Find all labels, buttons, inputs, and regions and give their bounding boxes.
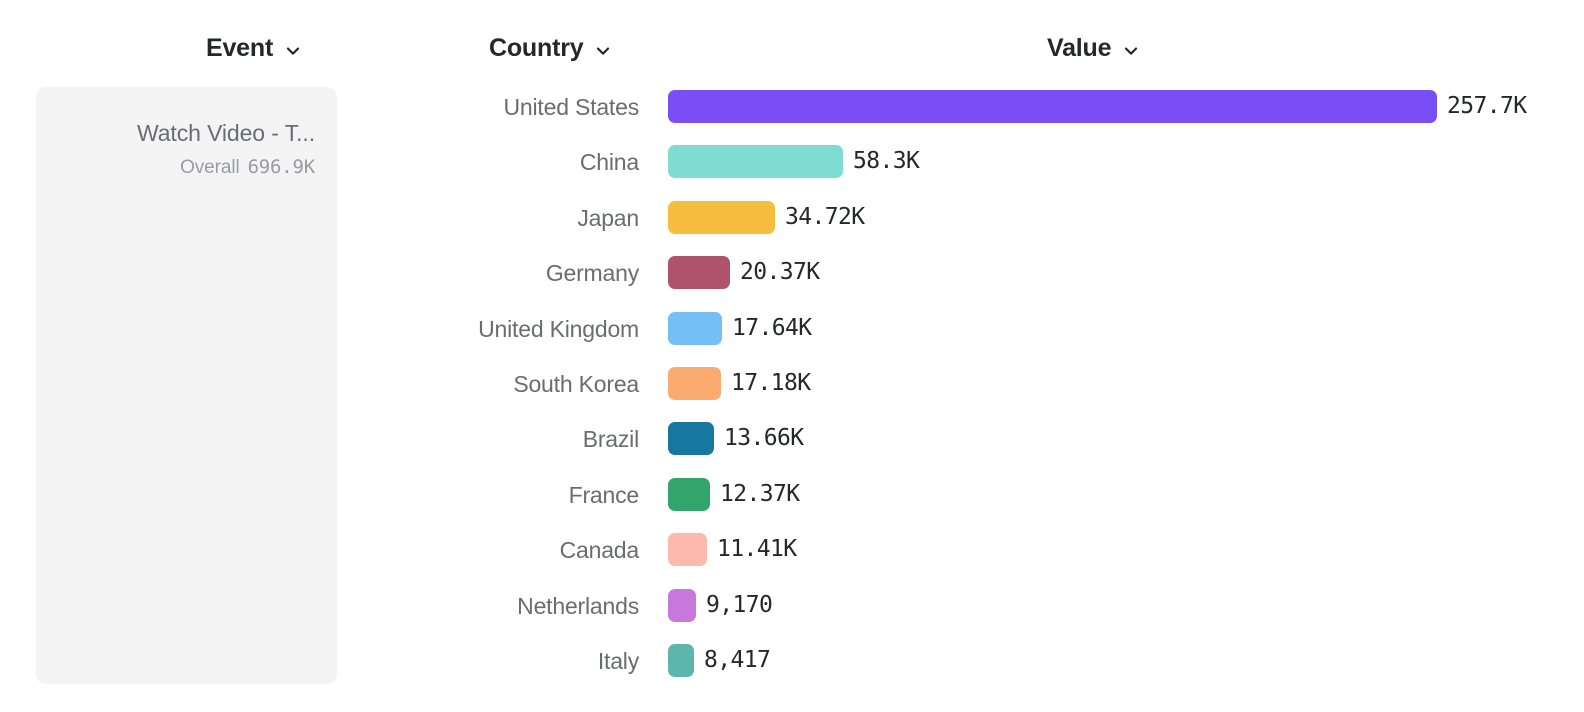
column-header-country-label: Country: [489, 34, 584, 62]
chevron-down-icon[interactable]: [1122, 42, 1140, 60]
bar[interactable]: [668, 145, 843, 179]
column-header-event-label: Event: [206, 34, 274, 62]
bar-row[interactable]: China 58.3K: [0, 145, 1584, 179]
event-card-overall-value: 696.9K: [247, 156, 316, 178]
country-bar-chart: United States 257.7K China 58.3K Japan 34.72K…: [0, 90, 1584, 710]
bar-value-label: 58.3K: [853, 148, 920, 175]
bar-value-label: 17.18K: [731, 370, 811, 396]
bar[interactable]: [668, 588, 696, 622]
column-header-event[interactable]: Event: [206, 34, 302, 63]
bar-value-label: 9,170: [706, 591, 773, 618]
bar-row-label: France: [568, 481, 640, 508]
bar-row[interactable]: Canada 11.41K: [0, 533, 1584, 567]
bar-row[interactable]: Brazil 13.66K: [0, 422, 1584, 456]
chevron-down-icon[interactable]: [594, 42, 612, 60]
chevron-down-icon[interactable]: [284, 42, 302, 60]
bar-row-label: South Korea: [513, 371, 639, 397]
bar-value-label: 17.64K: [732, 314, 812, 341]
bar-row-label: Netherlands: [517, 592, 639, 619]
column-header-value[interactable]: Value: [1047, 34, 1140, 63]
bar-value-label: 12.37K: [720, 480, 800, 507]
bar-row-label: China: [579, 149, 639, 176]
event-card-overall-label: Overall: [180, 157, 240, 178]
bar-value-label: 257.7K: [1447, 93, 1527, 119]
bar[interactable]: [668, 256, 730, 290]
bar-value-label: 8,417: [704, 647, 771, 673]
bar-row[interactable]: United States 257.7K: [0, 90, 1584, 124]
bar-row-label: United Kingdom: [478, 315, 639, 342]
bar[interactable]: [668, 422, 714, 456]
event-card-overall: Overall 696.9K: [36, 156, 315, 179]
bar-row[interactable]: Japan 34.72K: [0, 200, 1584, 235]
bar[interactable]: [668, 644, 694, 677]
bar-value-label: 20.37K: [740, 259, 820, 286]
bar-value-label: 11.41K: [717, 536, 797, 563]
bar-row-label: Brazil: [582, 426, 640, 453]
bar-row[interactable]: Italy 8,417: [0, 644, 1584, 678]
bar[interactable]: [668, 90, 1437, 123]
table-header: Event Country Value: [0, 0, 1584, 78]
bar-row[interactable]: South Korea 17.18K: [0, 367, 1584, 401]
event-card-title: Watch Video - T...: [136, 120, 315, 146]
bar-row-label: Canada: [559, 537, 640, 564]
bar-row-label: United States: [503, 94, 640, 120]
bar-row[interactable]: France 12.37K: [0, 477, 1584, 512]
bar-row-label: Italy: [597, 648, 639, 674]
bar-row-label: Japan: [577, 204, 639, 231]
bar-row[interactable]: Germany 20.37K: [0, 256, 1584, 290]
bar[interactable]: [668, 533, 707, 567]
bar[interactable]: [668, 477, 710, 511]
bar[interactable]: [668, 311, 722, 345]
bar-value-label: 34.72K: [785, 203, 865, 230]
column-header-country[interactable]: Country: [489, 34, 612, 63]
bar-value-label: 13.66K: [724, 425, 804, 452]
column-header-value-label: Value: [1047, 34, 1112, 62]
bar[interactable]: [668, 367, 721, 400]
bar-row-label: Germany: [545, 260, 639, 287]
bar-row[interactable]: United Kingdom 17.64K: [0, 311, 1584, 346]
bar[interactable]: [668, 200, 775, 234]
event-card[interactable]: Watch Video - T... Overall 696.9K: [36, 87, 337, 684]
bar-row[interactable]: Netherlands 9,170: [0, 588, 1584, 623]
